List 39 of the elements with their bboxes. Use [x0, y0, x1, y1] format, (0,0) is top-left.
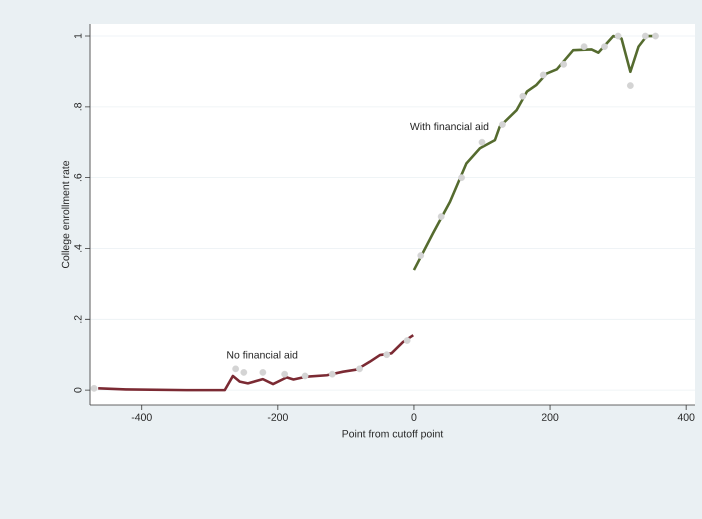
point	[240, 369, 248, 376]
point	[458, 174, 465, 182]
point	[383, 351, 390, 358]
point	[356, 365, 363, 372]
x-tick-label: 400	[678, 414, 694, 421]
point	[614, 32, 622, 40]
point	[404, 337, 411, 344]
point	[417, 252, 424, 259]
x-axis-title: Point from cutoff point	[342, 430, 444, 440]
series-label: With financial aid	[410, 122, 488, 130]
x-tick-label: 200	[542, 414, 558, 421]
point	[438, 213, 445, 220]
x-tick-label: -400	[132, 414, 152, 421]
point	[601, 43, 608, 50]
point	[519, 92, 526, 100]
y-tick-label: .4	[74, 244, 82, 252]
point	[478, 138, 486, 146]
y-tick-label: 1	[74, 34, 82, 38]
point	[540, 72, 547, 78]
x-tick-label: -200	[268, 414, 288, 421]
y-tick-label: 0	[74, 388, 82, 393]
point	[580, 43, 588, 50]
point	[232, 365, 240, 372]
point	[652, 32, 659, 40]
point	[560, 60, 568, 68]
x-tick-label: 0	[411, 414, 416, 421]
y-axis-title: College enrollment rate	[61, 160, 72, 268]
point	[328, 370, 336, 378]
point	[281, 370, 288, 378]
point	[259, 369, 266, 376]
y-tick-label: .6	[74, 174, 82, 182]
series-label: No financial aid	[227, 350, 298, 359]
point	[302, 372, 308, 380]
point	[90, 384, 98, 392]
point	[642, 32, 649, 40]
point	[499, 121, 506, 128]
point	[626, 82, 634, 89]
y-tick-label: .8	[74, 102, 82, 110]
y-tick-label: .2	[74, 315, 82, 323]
